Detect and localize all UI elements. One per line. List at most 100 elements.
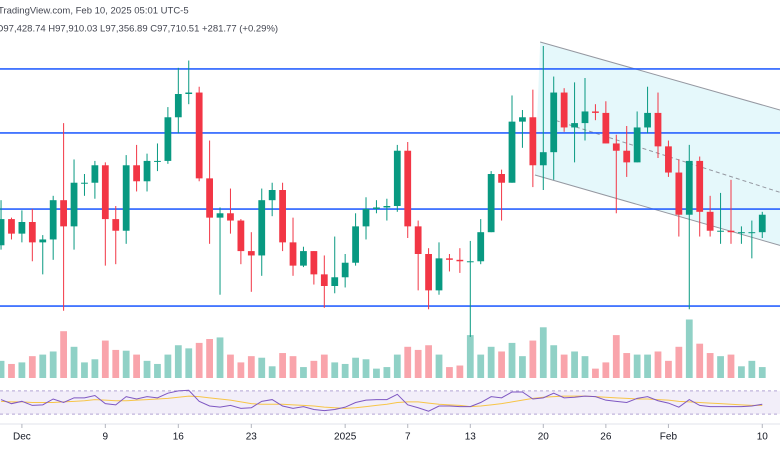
volume-bar (602, 362, 610, 378)
candle-body (154, 160, 161, 162)
channel-lower (534, 174, 780, 246)
candle-body (425, 254, 432, 291)
volume-bar (696, 343, 704, 378)
volume-bar (60, 331, 67, 378)
volume-bar (487, 346, 495, 378)
volume-bar (414, 349, 422, 378)
candle-body (341, 262, 349, 278)
volume-bar (592, 368, 599, 378)
volume-bar (665, 360, 672, 378)
volume-bar (717, 356, 724, 378)
candle-body (456, 259, 464, 262)
x-tick-label: 20 (538, 432, 550, 443)
candle-body (529, 117, 537, 166)
candle-body (28, 222, 36, 243)
volume-bar (28, 356, 36, 378)
ohlc-header: O97,428.74 H97,910.03 L97,356.89 C97,710… (0, 24, 278, 35)
volume-bar (91, 359, 99, 378)
x-tick-label: 23 (246, 432, 258, 443)
candle-body (237, 220, 245, 252)
volume-bar (644, 354, 651, 378)
candle-body (258, 200, 266, 256)
candle-body (91, 165, 99, 183)
candle-body (39, 239, 47, 243)
volume-bar (612, 335, 620, 378)
volume-bar (352, 357, 359, 378)
x-tick-label: 13 (465, 432, 477, 443)
candle-body (602, 112, 610, 144)
x-tick-label: 9 (103, 432, 109, 443)
candle-body (18, 222, 26, 234)
candle-body (143, 160, 151, 182)
candle-body (8, 219, 15, 234)
volume-bar (435, 354, 443, 378)
candle-body (414, 226, 422, 254)
volume-bar (727, 354, 735, 378)
candle-body (331, 277, 339, 286)
candle-body (404, 150, 412, 227)
channel-middle (555, 119, 780, 193)
volume-bar (185, 348, 193, 378)
candle-body (550, 92, 558, 153)
volume-bar (456, 365, 464, 378)
candle-body (0, 219, 5, 246)
volume-bar (341, 363, 349, 378)
rsi-line (0, 389, 763, 412)
candle-body (300, 251, 307, 266)
candle-body (560, 92, 568, 128)
x-tick-label: 2025 (334, 432, 357, 443)
volume-bar (174, 345, 182, 378)
volume-bar (738, 366, 745, 378)
volume-bar (675, 346, 683, 378)
volume-bar (39, 354, 47, 378)
volume-bar (164, 354, 172, 378)
volume-bar (0, 360, 5, 378)
candle-body (383, 206, 391, 208)
volume-bar (498, 351, 505, 378)
volume-bar (279, 353, 286, 378)
volume-bar (633, 354, 641, 378)
x-tick-label: 7 (405, 432, 411, 443)
candle-body (644, 112, 651, 128)
volume-bar (685, 319, 693, 378)
candle-body (738, 232, 745, 234)
volume-bar (237, 362, 245, 378)
volume-bar (268, 366, 276, 378)
volume-bar (300, 367, 307, 378)
candle-body (112, 219, 120, 231)
volume-bar (748, 360, 756, 378)
candle-body (195, 92, 203, 179)
volume-bar (289, 356, 297, 378)
volume-bar (247, 356, 255, 378)
candle-body (216, 213, 224, 218)
volume-bar (143, 360, 151, 378)
x-tick-label: 26 (600, 432, 612, 443)
volume-bar (571, 351, 578, 378)
candle-body (81, 182, 88, 184)
candle-body (758, 214, 766, 233)
candle-body (373, 207, 380, 209)
candle-body (352, 226, 359, 263)
candle-body (289, 242, 297, 266)
volume-bar (122, 350, 130, 378)
volume-bar (49, 351, 57, 378)
volume-bar (393, 354, 401, 378)
volume-bar (362, 359, 370, 378)
candle-body (446, 258, 453, 260)
channel-upper (540, 41, 780, 111)
candle-body (519, 117, 526, 122)
candle-body (477, 232, 485, 262)
candle-body (362, 208, 370, 227)
candle-body (498, 174, 505, 183)
candle-body (706, 211, 714, 231)
candle-body (665, 146, 672, 173)
x-tick-label: 16 (173, 432, 185, 443)
candle-body (748, 232, 756, 234)
candle-body (654, 112, 662, 147)
candle-body (133, 165, 140, 182)
candle-body (539, 152, 547, 166)
volume-bar (519, 356, 526, 378)
candle-body (675, 172, 683, 215)
